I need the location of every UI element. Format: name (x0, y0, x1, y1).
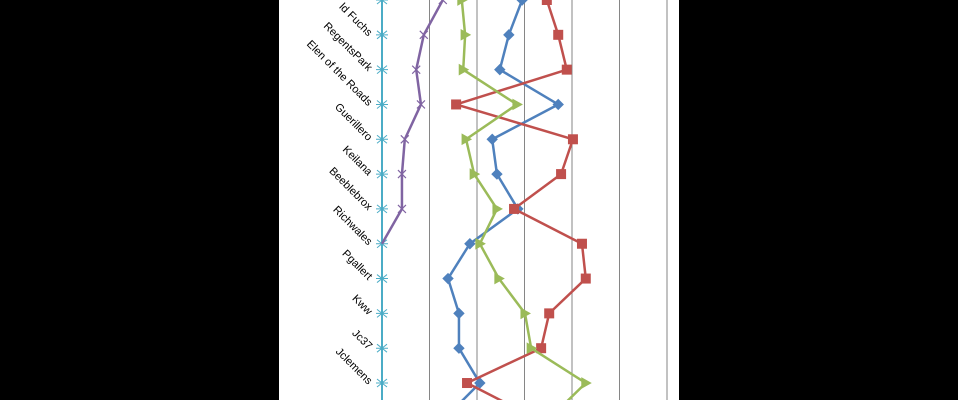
marker (397, 204, 407, 214)
marker (486, 133, 498, 145)
marker (556, 169, 567, 180)
marker (442, 272, 454, 285)
marker (453, 342, 465, 354)
marker (397, 169, 407, 179)
chart-area (279, 0, 679, 400)
marker (541, 0, 552, 5)
marker (544, 308, 555, 319)
marker (494, 272, 505, 285)
marker (400, 134, 410, 144)
marker (580, 273, 591, 284)
marker (576, 238, 587, 249)
marker (492, 203, 503, 215)
marker (526, 342, 538, 355)
axis-tick (376, 204, 388, 214)
series-line (380, 0, 444, 245)
marker (462, 378, 473, 389)
marker (460, 28, 472, 41)
marker (512, 98, 523, 111)
marker (491, 168, 503, 180)
marker (494, 63, 506, 76)
marker (567, 134, 578, 145)
marker (503, 29, 515, 41)
marker (464, 238, 476, 250)
marker (509, 203, 520, 214)
axis-tick (376, 100, 388, 109)
marker (416, 100, 426, 109)
axis-tick (376, 378, 388, 388)
axis-tick (376, 308, 388, 318)
axis-tick (376, 30, 388, 40)
marker (438, 0, 448, 5)
marker (552, 98, 564, 111)
axis-tick (376, 274, 388, 283)
marker (474, 377, 486, 389)
marker (453, 307, 465, 320)
marker (581, 377, 592, 389)
marker (561, 64, 572, 75)
marker (458, 63, 470, 76)
marker (553, 29, 564, 40)
marker (411, 65, 421, 75)
marker (469, 168, 481, 180)
axis-tick (376, 65, 388, 75)
axis-tick (376, 134, 388, 144)
marker (520, 307, 532, 320)
marker (461, 133, 473, 146)
marker (419, 30, 429, 40)
axis-tick (376, 343, 388, 353)
axis-tick (376, 0, 388, 5)
marker (516, 0, 528, 6)
marker (457, 0, 468, 6)
marker (451, 99, 462, 110)
marker (475, 237, 486, 250)
axis-tick (376, 169, 388, 179)
